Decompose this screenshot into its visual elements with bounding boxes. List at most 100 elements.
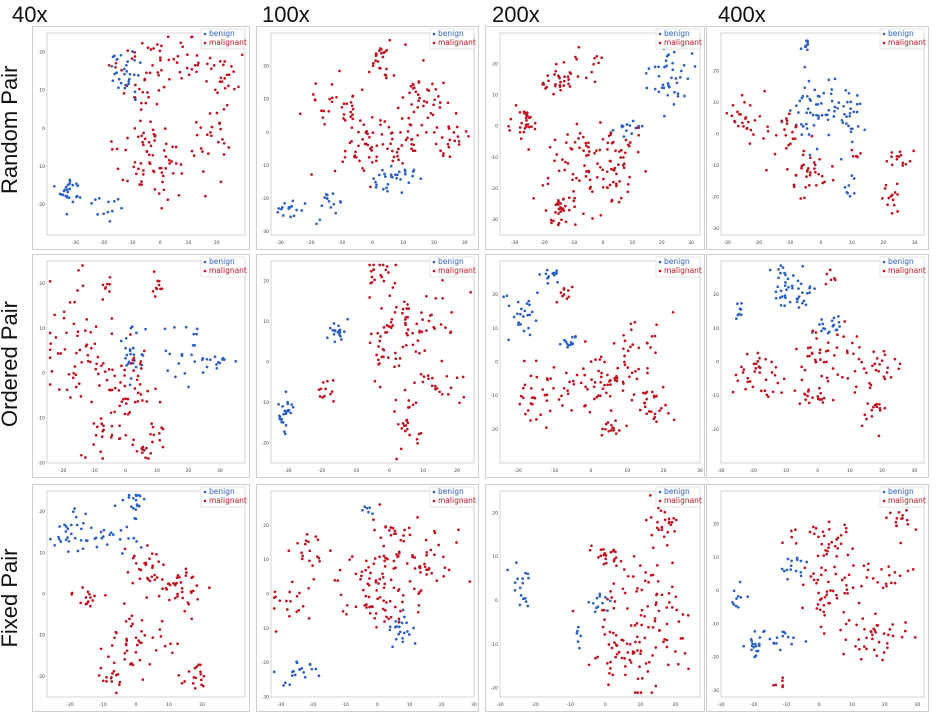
malignant-point xyxy=(566,289,570,292)
malignant-point xyxy=(906,569,910,573)
malignant-point xyxy=(792,183,796,187)
benign-point xyxy=(544,272,548,276)
malignant-point xyxy=(133,387,137,390)
malignant-point xyxy=(791,130,794,134)
benign-point xyxy=(758,636,762,639)
plot-frame xyxy=(270,490,475,698)
benign-point xyxy=(342,330,346,333)
malignant-point xyxy=(822,534,826,538)
benign-point xyxy=(820,318,824,321)
malignant-point xyxy=(893,581,897,585)
malignant-point xyxy=(805,175,808,178)
malignant-point xyxy=(549,218,553,222)
benign-point xyxy=(734,604,738,608)
malignant-point xyxy=(125,649,129,653)
malignant-point xyxy=(341,610,345,613)
malignant-point xyxy=(681,636,685,640)
benign-point xyxy=(849,100,853,104)
malignant-point xyxy=(665,645,669,649)
malignant-point xyxy=(423,562,426,566)
malignant-point xyxy=(370,115,374,119)
malignant-point xyxy=(353,155,356,159)
malignant-point xyxy=(872,350,876,354)
malignant-point xyxy=(85,318,89,321)
malignant-point xyxy=(382,544,386,548)
malignant-point xyxy=(177,673,181,677)
malignant-point xyxy=(651,546,655,550)
malignant-point xyxy=(409,84,413,88)
malignant-point xyxy=(645,412,649,416)
benign-point xyxy=(790,642,793,646)
malignant-point xyxy=(673,529,676,533)
malignant-point xyxy=(360,570,364,574)
benign-point xyxy=(788,109,792,112)
benign-point xyxy=(401,636,404,640)
malignant-point xyxy=(113,410,116,414)
malignant-point xyxy=(175,576,179,580)
malignant-point xyxy=(298,112,302,116)
benign-point xyxy=(73,536,77,540)
malignant-point xyxy=(204,194,207,198)
malignant-point xyxy=(392,559,396,563)
malignant-point xyxy=(455,125,459,129)
malignant-point xyxy=(217,140,220,144)
malignant-point xyxy=(109,411,113,415)
malignant-point xyxy=(84,456,87,459)
malignant-point xyxy=(153,139,156,142)
benign-point xyxy=(283,409,287,413)
malignant-point xyxy=(151,564,155,568)
malignant-point xyxy=(155,553,158,556)
malignant-point xyxy=(541,183,545,187)
malignant-point xyxy=(123,384,127,388)
malignant-point xyxy=(370,160,374,164)
malignant-point xyxy=(96,372,100,376)
malignant-point xyxy=(222,153,226,156)
malignant-point xyxy=(836,546,840,550)
y-tick-label: 10 xyxy=(492,554,498,560)
benign-point xyxy=(381,168,384,172)
benign-point xyxy=(192,332,196,336)
malignant-point xyxy=(441,296,444,300)
benign-point xyxy=(131,361,135,365)
malignant-point xyxy=(557,398,561,401)
malignant-point xyxy=(140,641,143,645)
malignant-point xyxy=(808,530,812,534)
x-tick-label: 0 xyxy=(376,702,379,708)
benign-point xyxy=(601,601,604,605)
malignant-point xyxy=(572,382,576,386)
x-tick-label: 10 xyxy=(849,702,855,708)
x-tick-label: 10 xyxy=(407,702,413,708)
malignant-point xyxy=(378,339,382,343)
malignant-point xyxy=(809,346,812,349)
benign-point xyxy=(100,536,104,540)
malignant-point xyxy=(731,390,735,394)
malignant-point xyxy=(875,405,879,409)
malignant-point xyxy=(440,136,444,139)
malignant-point xyxy=(210,134,213,138)
malignant-point xyxy=(196,63,200,67)
benign-point xyxy=(657,90,661,94)
benign-point xyxy=(674,77,678,80)
malignant-legend-label: malignant xyxy=(438,496,476,505)
malignant-point xyxy=(301,604,305,608)
malignant-point xyxy=(431,113,435,117)
malignant-point xyxy=(149,144,153,148)
malignant-point xyxy=(375,589,379,592)
malignant-point xyxy=(822,554,826,557)
benign-point xyxy=(336,330,340,334)
benign-point xyxy=(135,503,139,506)
malignant-point xyxy=(412,143,416,147)
benign-point xyxy=(85,539,89,543)
malignant-point xyxy=(116,167,120,171)
malignant-point xyxy=(868,386,872,390)
malignant-point xyxy=(420,330,424,334)
malignant-legend-marker xyxy=(432,269,436,273)
malignant-point xyxy=(895,524,898,528)
malignant-point xyxy=(819,573,823,577)
malignant-point xyxy=(273,590,277,594)
scatter-plot: -30 -20 -10 0 10 20 3020100-10-20benignmaligna… xyxy=(712,256,926,474)
malignant-point xyxy=(163,127,167,130)
malignant-point xyxy=(753,119,757,122)
